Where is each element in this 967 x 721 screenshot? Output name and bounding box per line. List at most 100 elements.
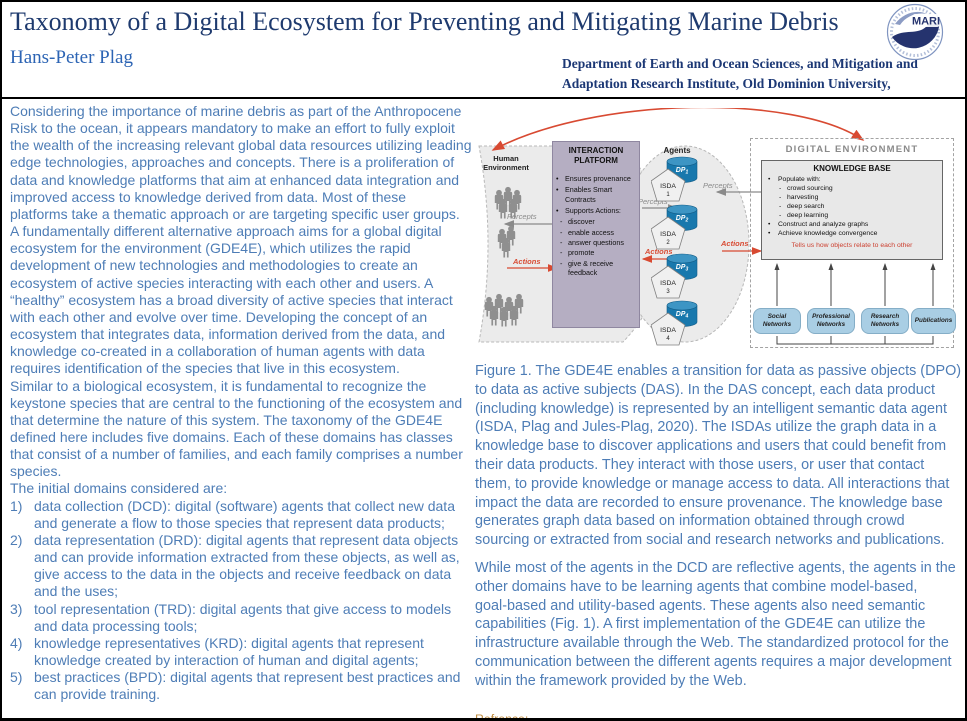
bullet-text: Construct and analyze graphs — [778, 220, 869, 228]
dash-marker: - — [560, 227, 563, 237]
action-text: promote — [568, 248, 595, 258]
right-column: Human Environment Agents Percepts Action… — [475, 108, 965, 721]
list-item-text: tool representation (TRD): digital agent… — [34, 600, 452, 634]
domain-list: 1) data collection (DCD): digital (softwa… — [10, 498, 480, 704]
dp-number: 1 — [685, 170, 688, 176]
dp-number: 3 — [685, 267, 688, 273]
platform-action-item: - give & receive feedback — [556, 259, 636, 278]
kb-note: Tells us how objects relate to each othe… — [791, 241, 913, 249]
page-title: Taxonomy of a Digital Ecosystem for Prev… — [10, 7, 839, 36]
bullet-text: Achieve knowledge convergence — [778, 229, 878, 237]
dash-marker: - — [560, 237, 563, 247]
actions-label-right: Actions — [721, 239, 749, 248]
source-box-social-networks: Social Networks — [753, 308, 801, 334]
dp-label: DP — [676, 167, 686, 174]
dash-marker: - — [560, 248, 563, 258]
list-item-number: 2) — [10, 531, 23, 548]
isda-label: ISDA — [660, 327, 676, 334]
percepts-label-mid: Percepts — [638, 197, 668, 206]
dp-label: DP — [676, 311, 686, 318]
bullet-marker: • — [768, 220, 771, 228]
sub-text: deep search — [787, 202, 825, 210]
header-divider — [2, 97, 965, 99]
source-box-publications: Publications — [911, 308, 956, 334]
dash-marker: - — [779, 193, 782, 201]
bullet-text: Enables Smart Contracts — [565, 185, 613, 204]
isda-label: ISDA — [660, 280, 676, 287]
isda-agent-icon: DP2 ISDA 2 — [651, 204, 698, 250]
sub-text: harvesting — [787, 193, 819, 201]
reference: Refrence: Plag, H.-P., Jules-Plag, S-A.,… — [475, 711, 529, 721]
kb-sub-item: - deep learning — [768, 212, 936, 221]
list-item: 2) data representation (DRD): digital age… — [10, 532, 480, 601]
dash-marker: - — [779, 202, 782, 210]
dp-number: 4 — [684, 314, 688, 320]
bullet-marker: • — [556, 173, 559, 183]
kb-bullet: • Achieve knowledge convergence — [768, 230, 936, 239]
actions-label-mid: Actions — [645, 247, 673, 256]
isda-number: 1 — [666, 192, 670, 198]
list-item-number: 1) — [10, 497, 23, 514]
action-text: answer questions — [568, 237, 624, 247]
knowledge-base-title: KNOWLEDGE BASE — [813, 164, 891, 173]
figure-1-diagram: Human Environment Agents Percepts Action… — [475, 108, 958, 354]
source-arrows — [774, 263, 936, 345]
isda-agent-icon: DP1 ISDA 1 — [651, 156, 698, 202]
list-item: 3) tool representation (TRD): digital age… — [10, 601, 480, 635]
kb-bullet: • Populate with: — [768, 176, 936, 185]
kb-sub-item: - crowd sourcing — [768, 185, 936, 194]
isda-label: ISDA — [660, 183, 676, 190]
dp-label: DP — [676, 215, 686, 222]
taxonomy-paragraph: Similar to a biological ecosystem, it is… — [10, 377, 463, 480]
list-item: 4) knowledge representatives (KRD): digit… — [10, 635, 480, 669]
bullet-text: Supports Actions: — [565, 205, 621, 215]
intro-paragraph: Considering the importance of marine deb… — [10, 103, 472, 377]
svg-text:DP1: DP1 — [676, 167, 689, 176]
isda-number: 3 — [666, 289, 670, 295]
isda-agent-icon: DP3 ISDA 3 — [651, 253, 698, 299]
dash-marker: - — [779, 211, 782, 219]
list-item: 5) best practices (BPD): digital agents t… — [10, 669, 480, 703]
platform-action-item: - enable access — [556, 228, 636, 237]
dp-number: 2 — [684, 218, 688, 224]
bullet-marker: • — [556, 185, 559, 195]
interaction-platform-title: INTERACTION PLATFORM — [568, 146, 624, 166]
mari-logo-text: MARI — [912, 16, 940, 28]
dash-marker: - — [560, 217, 563, 227]
kb-bullet: • Construct and analyze graphs — [768, 221, 936, 230]
feedback-arc-arrow — [491, 108, 865, 151]
mari-logo-icon: MARI — [886, 3, 944, 61]
list-intro: The initial domains considered are: — [10, 480, 228, 497]
isda-agent-icon: DP4 ISDA 4 — [651, 300, 698, 346]
percepts-label-right: Percepts — [703, 181, 733, 190]
actions-label-left: Actions — [513, 257, 541, 266]
digital-environment-title: DIGITAL ENVIRONMENT — [785, 144, 919, 155]
affiliation: Department of Earth and Ocean Sciences, … — [562, 56, 918, 92]
discussion-paragraph: While most of the agents in the DCD are … — [475, 559, 956, 689]
kb-sub-item: - harvesting — [768, 194, 936, 203]
action-text: discover — [568, 217, 595, 227]
dash-marker: - — [560, 258, 563, 268]
platform-bullet: • Enables Smart Contracts — [556, 185, 636, 204]
left-column: Considering the importance of marine deb… — [10, 103, 480, 703]
digital-environment-box — [750, 138, 954, 348]
author-name: Hans-Peter Plag — [10, 47, 133, 68]
knowledge-base-box: KNOWLEDGE BASE • Populate with: - crowd so… — [761, 160, 943, 260]
list-item-text: data representation (DRD): digital agent… — [34, 531, 460, 600]
dp-label: DP — [676, 264, 686, 271]
human-environment-label: Human Environment — [483, 154, 529, 173]
list-item-number: 5) — [10, 669, 23, 686]
svg-text:DP3: DP3 — [676, 264, 689, 273]
list-item: 1) data collection (DCD): digital (softwa… — [10, 498, 480, 532]
bullet-marker: • — [556, 205, 559, 215]
platform-bullet: • Ensures provenance — [556, 174, 636, 183]
isda-label: ISDA — [660, 231, 676, 238]
dash-marker: - — [779, 184, 782, 192]
svg-text:DP2: DP2 — [676, 215, 689, 224]
kb-sub-item: - deep search — [768, 203, 936, 212]
platform-bullet: • Supports Actions: — [556, 206, 636, 215]
isda-number: 2 — [666, 240, 670, 246]
list-item-text: knowledge representatives (KRD): digital… — [34, 634, 424, 668]
svg-text:DP4: DP4 — [676, 311, 689, 320]
